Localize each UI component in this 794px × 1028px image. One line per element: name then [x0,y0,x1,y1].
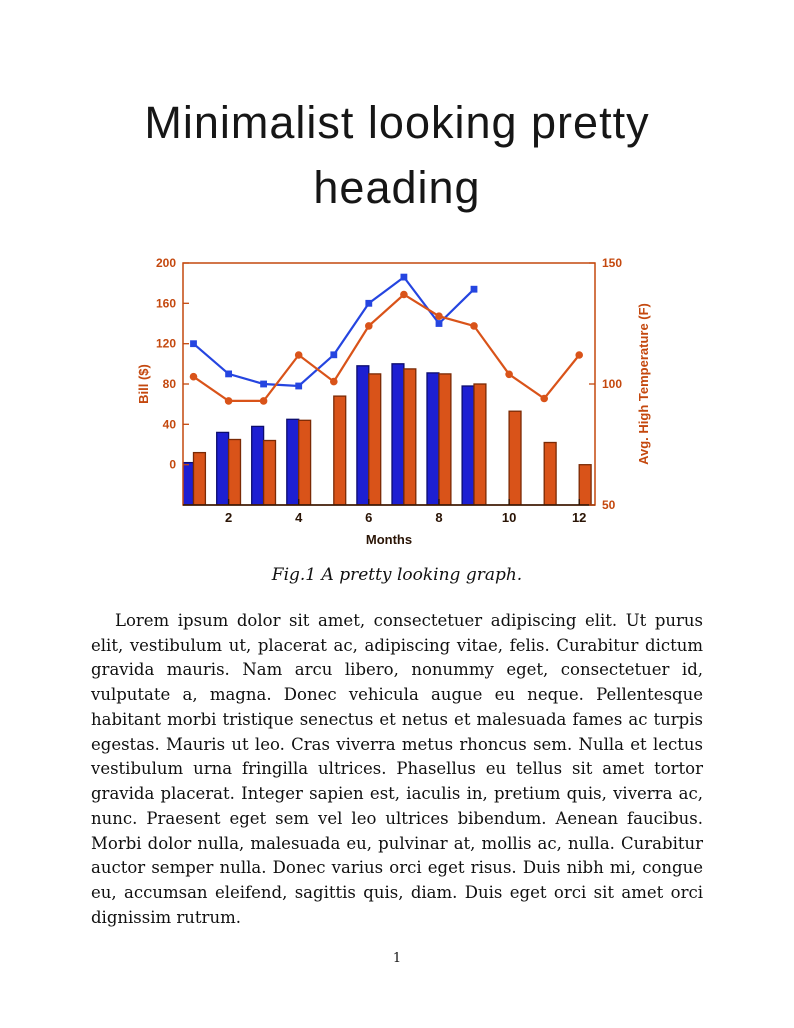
left-axis-ticks: 0 40 80 120 160 200 [156,256,189,471]
body-paragraph: Lorem ipsum dolor sit amet, consectetuer… [91,610,703,927]
figure: 0 40 80 120 160 200 50 100 150 2 4 6 8 10 12 Months Bill… [0,255,794,585]
svg-text:150: 150 [602,256,622,270]
plot-frame [182,261,596,506]
svg-text:80: 80 [163,377,177,391]
right-axis-ticks: 50 100 150 [589,256,622,512]
svg-text:2: 2 [225,510,232,525]
temperature-line-orange-markers [189,290,583,405]
right-axis-label: Avg. High Temperature (F) [636,303,651,465]
svg-text:50: 50 [602,498,616,512]
bill-line-blue-markers [190,273,478,389]
temperature-line-orange-path [192,292,581,402]
svg-text:160: 160 [156,296,176,310]
svg-text:8: 8 [435,510,442,525]
svg-text:0: 0 [169,457,176,471]
page-number: 1 [392,951,402,966]
svg-text:10: 10 [502,510,516,525]
svg-text:4: 4 [295,510,303,525]
bill-bars-blue [182,362,475,505]
chart: 0 40 80 120 160 200 50 100 150 2 4 6 8 10 12 Months Bill… [135,255,659,551]
x-axis-ticks: 2 4 6 8 10 12 [225,498,586,525]
left-axis-label: Bill ($) [136,364,151,404]
svg-text:200: 200 [156,256,176,270]
bill-line-blue-path [192,275,475,387]
svg-text:100: 100 [602,377,622,391]
document-heading: Minimalist looking pretty heading [144,97,650,214]
svg-text:40: 40 [163,417,177,431]
figure-caption: Fig.1 A pretty looking graph. [271,564,523,585]
svg-text:120: 120 [156,336,176,350]
pretty-graph-svg: 0 40 80 120 160 200 50 100 150 2 4 6 8 10 12 Months Bill… [136,256,651,547]
svg-text:12: 12 [572,510,586,525]
x-axis-label: Months [366,532,412,547]
svg-text:6: 6 [365,510,372,525]
